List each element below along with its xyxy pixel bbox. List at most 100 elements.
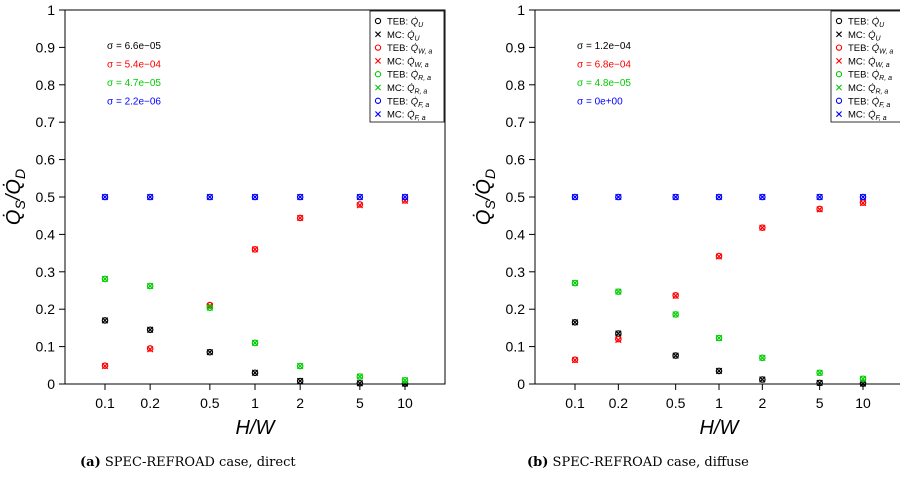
data-point (356, 193, 364, 201)
data-point (759, 354, 766, 362)
series-mc-ra (571, 279, 867, 382)
y-tick-label: 0.8 (36, 77, 56, 93)
legend-label: MC: Q̇W, a (387, 56, 429, 69)
data-point (615, 336, 622, 344)
legend-label: MC: Q̇U (848, 29, 881, 42)
data-point (356, 193, 364, 201)
data-point (401, 376, 409, 384)
data-point (571, 193, 579, 201)
data-point (206, 304, 214, 312)
data-point (816, 369, 823, 377)
data-point (571, 356, 579, 364)
x-tick-label: 1 (251, 395, 259, 411)
data-point (715, 193, 723, 201)
data-point (356, 379, 364, 387)
y-tick-label: 0.9 (506, 39, 526, 55)
x-tick-label: 2 (296, 395, 304, 411)
data-point (296, 193, 304, 201)
data-point (251, 339, 259, 347)
data-point (146, 326, 154, 333)
data-point (672, 311, 679, 318)
data-point (296, 362, 304, 370)
data-point (859, 199, 867, 207)
data-point (356, 202, 364, 209)
data-point (251, 369, 259, 377)
data-point (615, 330, 622, 337)
data-point (816, 206, 823, 213)
data-point (296, 193, 304, 201)
y-tick-label: 0 (517, 376, 525, 392)
data-point (296, 362, 304, 370)
data-point (816, 193, 823, 201)
legend-label: MC: Q̇U (387, 29, 420, 42)
data-point (759, 193, 766, 201)
data-point (759, 224, 766, 231)
data-point (401, 193, 409, 201)
chart-panel-a: 0 0.1 0.2 0.3 0.4 0.5 0.6 0.7 0.8 0.9 1 0.1 0.2 0.5 1 2… (3, 2, 446, 470)
series-mc-fa (101, 193, 409, 201)
data-point (759, 376, 766, 383)
data-point (101, 317, 109, 324)
data-point (356, 373, 364, 380)
series-teb-fa (101, 193, 409, 201)
data-point (571, 279, 579, 287)
data-point (101, 362, 109, 370)
data-point (672, 311, 679, 318)
legend-box (369, 10, 445, 123)
x-tick-label: 0.2 (609, 395, 629, 411)
data-point (571, 356, 579, 363)
y-tick-label: 0.1 (506, 339, 526, 355)
x-tick-label: 0.5 (666, 395, 686, 411)
data-point (715, 193, 723, 201)
legend-marker (836, 31, 842, 38)
x-tick-label: 2 (758, 395, 766, 411)
legend-marker (375, 84, 381, 91)
data-point (715, 367, 723, 375)
data-point (859, 375, 867, 382)
x-tick-label: 0.5 (200, 395, 220, 411)
x-axis-label: H/W (236, 417, 277, 439)
y-tick-label: 0.7 (36, 114, 56, 130)
legend-box (830, 10, 900, 123)
legend-marker (835, 17, 843, 25)
data-point (146, 345, 154, 352)
legend-label: TEB: Q̇U (387, 16, 424, 29)
data-point (356, 380, 364, 387)
data-point (146, 345, 154, 353)
legend-label: TEB: Q̇R, a (387, 69, 431, 82)
series-mc-ra (101, 275, 409, 384)
legend-marker (375, 57, 381, 64)
y-tick-label: 1 (47, 2, 55, 18)
data-point (251, 193, 259, 201)
data-point (672, 292, 679, 299)
data-point (816, 193, 823, 201)
data-point (101, 193, 109, 201)
data-point (816, 379, 823, 387)
data-point (571, 193, 579, 201)
sigma-annotation: σ = 6.8e−04 (577, 60, 631, 71)
sigma-annotation: σ = 4.8e−05 (577, 78, 631, 89)
legend-label: TEB: Q̇F, a (387, 96, 429, 109)
y-tick-label: 0.6 (36, 152, 56, 168)
legend-marker (836, 111, 842, 118)
data-point (296, 377, 304, 385)
data-point (101, 193, 109, 201)
data-point (356, 373, 364, 380)
data-point (615, 335, 622, 343)
data-point (206, 193, 214, 201)
x-tick-label: 0.1 (565, 395, 585, 411)
data-point (296, 214, 304, 222)
y-tick-label: 0.1 (36, 339, 56, 355)
legend-label: MC: Q̇R, a (848, 83, 888, 96)
data-point (672, 193, 679, 201)
data-point (759, 193, 766, 201)
y-tick-label: 0.2 (506, 301, 526, 317)
legend-label: MC: Q̇W, a (848, 56, 890, 69)
data-point (759, 354, 766, 362)
data-point (672, 292, 679, 299)
y-tick-label: 0.2 (36, 301, 56, 317)
legend-label: TEB: Q̇U (848, 16, 885, 29)
